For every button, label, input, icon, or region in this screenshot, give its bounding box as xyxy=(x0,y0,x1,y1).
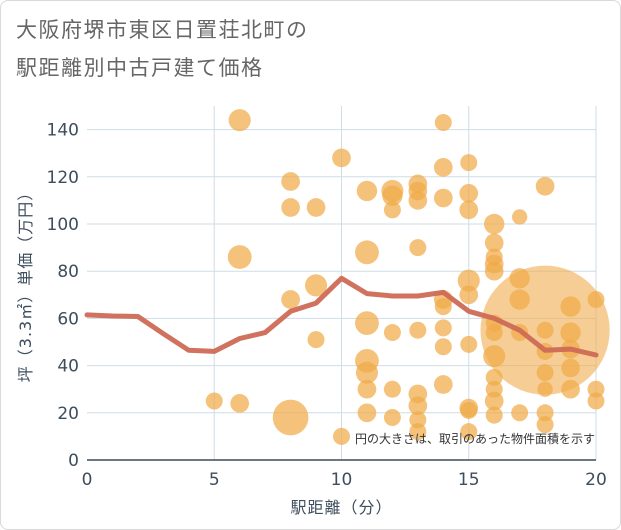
data-bubble xyxy=(409,411,427,429)
data-bubble xyxy=(281,198,300,217)
data-bubble xyxy=(408,191,428,210)
data-bubble xyxy=(205,392,223,410)
y-tick-label: 100 xyxy=(47,215,79,235)
data-bubble xyxy=(306,198,326,217)
x-tick-label: 15 xyxy=(458,470,480,490)
data-bubble xyxy=(459,183,479,203)
data-bubble xyxy=(409,239,427,257)
data-bubble xyxy=(434,338,452,356)
chart-title-line-1: 大阪府堺市東区日置荘北町の xyxy=(16,18,309,42)
data-bubble xyxy=(483,345,506,368)
data-bubble xyxy=(511,404,529,422)
data-bubble xyxy=(409,321,427,339)
data-bubble xyxy=(281,290,300,309)
data-bubble xyxy=(460,401,478,419)
data-bubble xyxy=(561,379,580,399)
data-bubble xyxy=(355,361,379,384)
x-axis-title: 駅距離（分） xyxy=(290,498,392,517)
data-bubble xyxy=(460,335,478,353)
data-bubble xyxy=(230,394,250,413)
data-bubble xyxy=(383,324,401,342)
data-bubble xyxy=(383,409,401,427)
data-bubble xyxy=(459,285,479,305)
x-tick-label: 20 xyxy=(585,470,607,490)
x-tick-label: 5 xyxy=(209,470,220,490)
y-tick-label: 120 xyxy=(47,168,79,188)
y-tick-label: 20 xyxy=(57,404,79,424)
data-bubble xyxy=(485,380,503,398)
data-bubble xyxy=(509,289,530,310)
data-bubble xyxy=(357,379,377,399)
data-bubble xyxy=(355,311,379,336)
data-bubble xyxy=(459,200,479,220)
chart-title-line-2: 駅距離別中古戸建て価格 xyxy=(16,56,264,80)
data-bubble xyxy=(536,404,554,422)
data-bubble xyxy=(433,188,453,208)
data-bubble xyxy=(382,185,403,206)
data-bubble xyxy=(485,324,503,342)
data-bubble xyxy=(307,331,325,349)
data-bubble xyxy=(587,291,605,309)
data-bubble xyxy=(535,176,555,196)
y-tick-label: 0 xyxy=(68,451,79,471)
data-bubble xyxy=(227,245,252,269)
data-bubble xyxy=(485,248,503,266)
bubble-size-note: 円の大きさは、取引のあった物件面積を示す xyxy=(355,431,595,446)
data-bubble xyxy=(460,154,478,172)
data-bubble xyxy=(587,380,605,398)
data-bubble xyxy=(485,406,503,424)
x-tick-label: 0 xyxy=(82,470,93,490)
y-tick-label: 80 xyxy=(57,262,79,282)
data-bubble xyxy=(537,381,553,397)
data-bubble xyxy=(484,213,505,235)
data-bubble xyxy=(356,180,378,202)
data-bubble xyxy=(333,427,350,445)
data-bubble xyxy=(485,368,503,386)
data-bubble xyxy=(433,375,453,394)
data-bubble xyxy=(560,322,581,343)
data-bubble xyxy=(457,269,480,292)
y-tick-label: 140 xyxy=(47,121,79,141)
data-bubble xyxy=(409,423,427,441)
data-bubble xyxy=(281,172,300,191)
data-bubble xyxy=(509,268,530,289)
data-bubble xyxy=(357,403,377,423)
data-bubble xyxy=(383,380,401,398)
data-bubble xyxy=(512,209,528,225)
data-bubble xyxy=(433,158,453,177)
data-bubble xyxy=(355,240,379,265)
data-bubble xyxy=(536,321,554,339)
data-bubble xyxy=(272,399,309,436)
y-tick-label: 40 xyxy=(57,357,79,377)
data-bubble xyxy=(408,396,428,416)
data-bubble xyxy=(383,201,401,219)
data-bubble xyxy=(484,391,504,411)
data-bubble xyxy=(484,233,504,253)
data-bubble xyxy=(460,423,478,441)
data-bubble xyxy=(484,261,504,281)
data-bubble xyxy=(434,298,452,316)
data-bubble xyxy=(434,114,452,132)
y-tick-label: 60 xyxy=(57,309,79,329)
data-bubble xyxy=(434,319,452,337)
data-bubble xyxy=(536,416,554,434)
data-bubble xyxy=(305,274,328,297)
data-bubble xyxy=(536,364,554,382)
data-bubble xyxy=(228,109,251,132)
data-bubble xyxy=(560,296,581,317)
data-bubble xyxy=(561,358,580,378)
average-price-line xyxy=(84,275,599,358)
y-axis-title: 坪（3.3㎡）単価（万円） xyxy=(16,184,35,382)
data-bubble xyxy=(332,148,351,168)
x-tick-label: 10 xyxy=(331,470,353,490)
data-bubble xyxy=(587,392,605,410)
